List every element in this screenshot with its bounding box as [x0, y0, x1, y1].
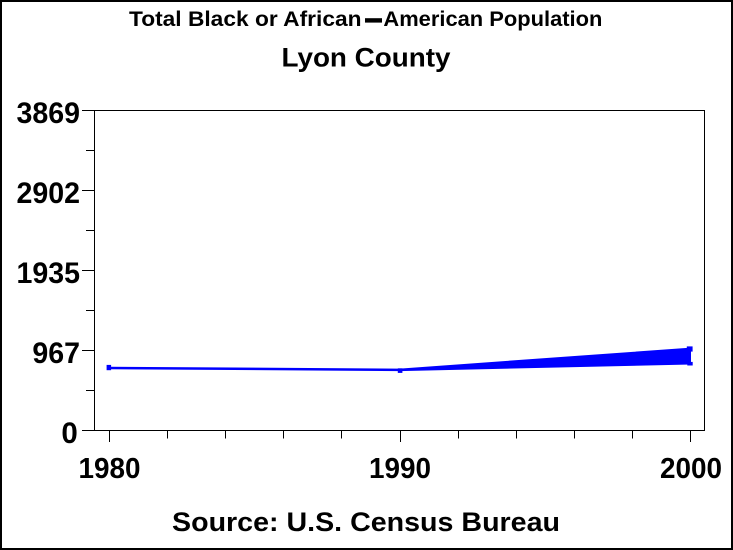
- svg-text:1935: 1935: [17, 257, 81, 290]
- svg-text:2902: 2902: [17, 177, 81, 210]
- svg-text:2000: 2000: [660, 453, 722, 485]
- svg-text:1990: 1990: [369, 453, 431, 485]
- svg-text:Total Black or African: Total Black or African: [129, 8, 362, 31]
- svg-text:3869: 3869: [17, 97, 81, 130]
- svg-text:0: 0: [61, 417, 77, 450]
- svg-text:Lyon County: Lyon County: [282, 43, 451, 73]
- svg-text:American Population: American Population: [383, 8, 602, 31]
- svg-text:Source: U.S. Census Bureau: Source: U.S. Census Bureau: [172, 507, 560, 537]
- svg-text:1980: 1980: [79, 453, 141, 485]
- svg-text:967: 967: [32, 337, 80, 370]
